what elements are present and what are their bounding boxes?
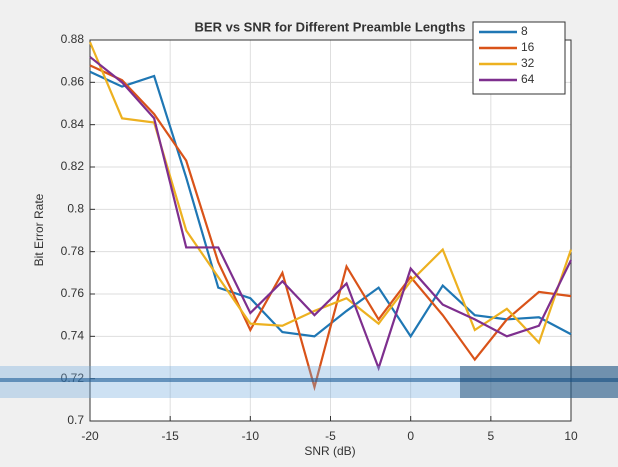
x-tick-label: -20	[81, 429, 99, 443]
y-tick-label: 0.8	[67, 202, 84, 216]
axes-box	[89, 39, 572, 422]
overlay-band	[460, 366, 618, 398]
y-axis-label: Bit Error Rate	[32, 193, 46, 266]
y-tick-label: 0.78	[61, 244, 85, 258]
legend-label: 64	[521, 72, 535, 86]
x-tick-label: 0	[407, 429, 414, 443]
legend-label: 8	[521, 24, 528, 38]
y-tick-label: 0.84	[61, 117, 85, 131]
y-tick-label: 0.82	[61, 159, 85, 173]
x-tick-label: -5	[325, 429, 336, 443]
x-tick-label: 5	[487, 429, 494, 443]
legend-box	[472, 21, 566, 95]
series-line	[89, 64, 572, 392]
chart-title: BER vs SNR for Different Preamble Length…	[195, 19, 466, 34]
overlay-band	[0, 378, 618, 382]
y-tick-label: 0.76	[61, 286, 85, 300]
legend-label: 32	[521, 56, 535, 70]
y-tick-label: 0.7	[67, 413, 84, 427]
x-axis-label: SNR (dB)	[304, 444, 355, 458]
y-tick-label: 0.74	[61, 329, 85, 343]
y-tick-label: 0.88	[61, 32, 85, 46]
x-tick-label: -15	[161, 429, 179, 443]
series-line	[88, 41, 573, 345]
x-tick-label: 10	[564, 429, 578, 443]
legend-label: 16	[521, 40, 535, 54]
series-line	[89, 56, 572, 372]
y-tick-label: 0.86	[61, 75, 85, 89]
x-tick-label: -10	[242, 429, 260, 443]
